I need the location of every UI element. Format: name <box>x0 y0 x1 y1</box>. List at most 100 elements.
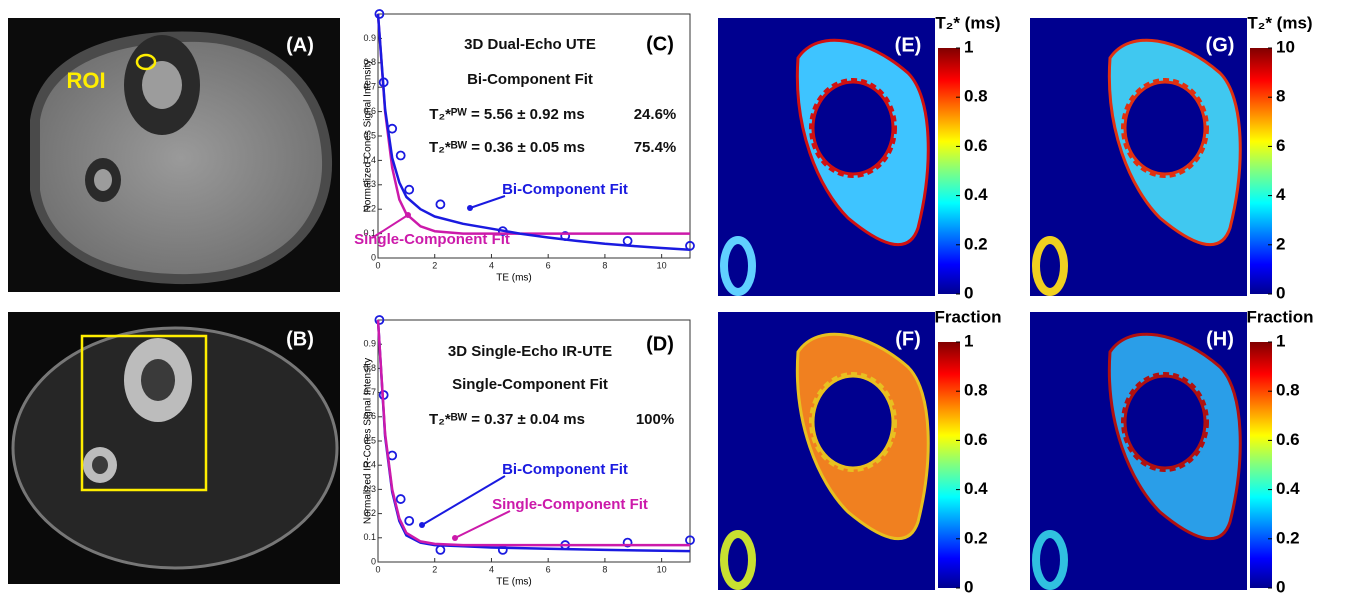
colorbar <box>938 342 960 588</box>
panel-a: (A) ROI <box>8 18 340 292</box>
small-bone-map <box>720 530 756 590</box>
chart: 0 0.1 0.2 0.3 0.4 0.5 0.6 0.7 0.8 0.9 0 2 4 6 8 10 TE (m… <box>363 315 695 588</box>
annotation: 24.6% <box>634 106 677 123</box>
mri-tissue <box>40 41 323 275</box>
plot-area <box>377 319 691 563</box>
annotation: T₂*ᴮᵂ = 0.36 ± 0.05 ms <box>429 139 585 156</box>
panel-b: (B) <box>8 312 340 584</box>
panel-label: (B) <box>286 328 314 350</box>
colorbar-tick-label: 0 <box>1276 577 1285 593</box>
colorbar-tick-label: 0.6 <box>1276 430 1300 449</box>
arrow <box>469 195 506 209</box>
colorbar-tick-label: 6 <box>1276 136 1285 155</box>
arrow <box>421 475 506 526</box>
panel-label: (D) <box>646 333 674 355</box>
x-tick-label: 0 <box>375 564 380 574</box>
small-bone-map <box>720 236 756 296</box>
y-tick-label: 0.5 <box>363 130 376 140</box>
y-tick-label: 0.4 <box>363 460 376 470</box>
panel-label: (H) <box>1206 328 1234 350</box>
data-point <box>395 150 406 161</box>
colorbar-tick-label: 2 <box>1276 234 1285 253</box>
arrow <box>454 510 511 539</box>
series-label: Bi-Component Fit <box>502 181 628 198</box>
y-tick-label: 0.8 <box>363 57 376 67</box>
colorbar-tick-label: 0.8 <box>1276 381 1300 400</box>
panel-label: (G) <box>1206 34 1235 56</box>
fit-line <box>376 13 691 251</box>
fit-line <box>376 319 690 547</box>
x-tick-label: 8 <box>602 564 607 574</box>
y-tick-label: 0.8 <box>363 363 376 373</box>
x-tick-label: 10 <box>657 564 667 574</box>
data-point <box>404 515 415 526</box>
arrow-head <box>419 522 425 528</box>
y-axis-label: Normalized Cones Signal Intensity <box>363 60 374 213</box>
colorbar-title: Fraction <box>1246 307 1313 326</box>
colorbar-tick-label: 0 <box>1276 283 1285 302</box>
annotation: 75.4% <box>634 139 677 156</box>
y-tick-label: 0.4 <box>363 155 376 165</box>
y-tick-label: 0.9 <box>363 33 376 43</box>
x-tick-label: 4 <box>489 260 494 270</box>
annotation: 100% <box>636 411 674 428</box>
data-point <box>404 184 415 195</box>
y-tick-label: 0 <box>371 556 376 566</box>
y-tick-label: 0.7 <box>363 82 376 92</box>
colorbar-title: T₂* (ms) <box>935 13 1000 32</box>
y-tick-label: 0.3 <box>363 179 376 189</box>
x-tick-label: 6 <box>546 564 551 574</box>
y-tick-label: 0.2 <box>363 204 376 214</box>
panel-label: (E) <box>895 34 922 56</box>
colorbar <box>938 48 960 294</box>
colorbar-tick-label: 1 <box>964 331 973 350</box>
annotation: T₂*ᴾᵂ = 5.56 ± 0.92 ms <box>429 106 584 123</box>
annotation: Single-Component Fit <box>452 376 608 393</box>
y-tick-label: 0.5 <box>363 435 376 445</box>
x-tick-label: 6 <box>546 260 551 270</box>
colorbar-tick-label: 0.2 <box>964 528 988 547</box>
y-tick-label: 0.2 <box>363 508 376 518</box>
y-tick-label: 0.1 <box>363 532 376 542</box>
bone-marrow <box>94 169 112 191</box>
colorbar-title: T₂* (ms) <box>1247 13 1312 32</box>
small-bone-map <box>1032 530 1068 590</box>
x-tick-label: 4 <box>489 564 494 574</box>
colorbar-tick-label: 0.4 <box>1276 479 1300 498</box>
annotation: T₂*ᴮᵂ = 0.37 ± 0.04 ms <box>429 411 585 428</box>
map-panel: (H) Fraction 0 0.2 0.4 0.6 0.8 1 <box>1030 307 1314 593</box>
map-panel: (E) T₂* (ms) 0 0.2 0.4 0.6 0.8 1 <box>718 13 1001 302</box>
plot-area <box>377 13 691 259</box>
data-point <box>395 494 406 504</box>
bone-rim <box>809 78 897 178</box>
panel-label: (A) <box>286 34 314 56</box>
y-tick-label: 0.1 <box>363 228 376 238</box>
panel-label: (F) <box>895 328 921 350</box>
series-label: Single-Component Fit <box>492 496 648 513</box>
colorbar-tick-label: 0.6 <box>964 430 988 449</box>
x-tick-label: 0 <box>375 260 380 270</box>
annotation: 3D Single-Echo IR-UTE <box>448 343 612 360</box>
colorbar-tick-label: 0 <box>964 577 973 593</box>
roi-label: ROI <box>66 68 105 93</box>
y-tick-label: 0.6 <box>363 411 376 421</box>
mri-tissue <box>11 326 339 570</box>
arrow-head <box>452 535 458 541</box>
colorbar-tick-label: 1 <box>964 37 973 56</box>
colorbar-tick-label: 4 <box>1276 185 1286 204</box>
colorbar-tick-label: 0.4 <box>964 479 988 498</box>
bone-marrow <box>142 61 182 109</box>
colorbar-tick-label: 0.4 <box>964 185 988 204</box>
bone-marrow <box>92 456 108 474</box>
x-tick-label: 10 <box>657 260 667 270</box>
annotation: 3D Dual-Echo UTE <box>464 36 596 53</box>
data-point <box>622 537 633 548</box>
colorbar-tick-label: 0 <box>964 283 973 302</box>
colorbar-tick-label: 10 <box>1276 37 1295 56</box>
roi-box <box>80 334 208 492</box>
y-tick-label: 0.7 <box>363 387 376 397</box>
map-panel: (G) T₂* (ms) 0 2 4 6 8 10 <box>1030 13 1313 302</box>
bone-rim <box>1121 372 1209 472</box>
colorbar-tick-label: 1 <box>1276 331 1285 350</box>
